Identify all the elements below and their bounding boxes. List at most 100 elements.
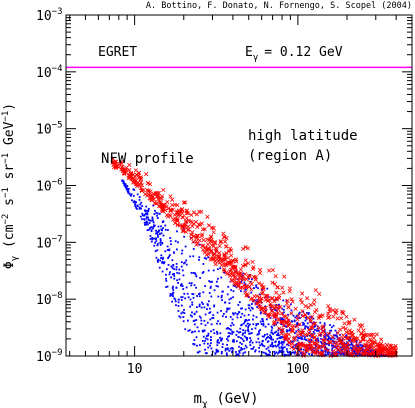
data-point-dot (197, 330, 200, 333)
data-point-dot (252, 318, 254, 321)
data-point-dot (242, 332, 244, 335)
data-point-dot (280, 318, 283, 320)
data-point-cross (392, 350, 397, 355)
data-point-dot (261, 335, 264, 338)
data-point-dot (141, 205, 144, 207)
data-point-cross (341, 325, 346, 330)
data-point-dot (180, 284, 183, 287)
data-point-dot (279, 318, 282, 321)
data-point-dot (247, 325, 250, 327)
data-point-dot (228, 302, 231, 305)
data-point-dot (295, 344, 297, 347)
data-point-dot (173, 297, 176, 300)
data-point-cross (190, 224, 195, 229)
data-point-dot (274, 352, 276, 355)
data-point-dot (204, 324, 207, 327)
data-point-cross (332, 343, 337, 349)
data-point-dot (198, 293, 200, 296)
data-point-dot (127, 188, 130, 190)
data-point-dot (331, 347, 334, 350)
data-point-cross (303, 343, 308, 348)
data-point-cross (379, 337, 384, 342)
data-point-dot (134, 205, 137, 208)
data-point-dot (250, 348, 253, 350)
data-point-cross (339, 316, 344, 321)
data-point-dot (176, 279, 178, 282)
data-point-dot (328, 337, 331, 340)
data-point-dot (251, 278, 253, 281)
data-point-dot (308, 340, 311, 343)
data-point-cross (196, 222, 201, 227)
data-point-dot (266, 333, 269, 336)
data-point-dot (232, 284, 235, 287)
data-point-dot (227, 327, 229, 329)
data-point-dot (156, 212, 159, 215)
data-point-cross (160, 207, 165, 212)
data-point-dot (280, 340, 283, 343)
data-point-dot (302, 348, 305, 351)
data-point-dot (156, 244, 159, 247)
data-point-cross (184, 215, 189, 221)
data-point-cross (315, 342, 320, 347)
data-point-cross (194, 242, 199, 247)
data-point-dot (169, 236, 172, 239)
data-point-dot (324, 345, 327, 348)
data-point-cross (205, 242, 210, 247)
data-point-dot (361, 344, 364, 347)
data-point-dot (204, 340, 207, 342)
data-point-dot (145, 205, 148, 208)
data-point-dot (272, 344, 275, 347)
data-point-cross (251, 274, 256, 279)
data-point-dot (239, 327, 242, 330)
data-point-dot (219, 332, 222, 335)
data-point-cross (352, 317, 357, 322)
energy-label-value: = 0.12 GeV (264, 45, 342, 60)
data-point-dot (204, 352, 207, 354)
data-point-cross (338, 350, 343, 355)
data-point-dot (227, 332, 230, 334)
data-point-cross (303, 312, 308, 318)
data-point-dot (153, 224, 156, 227)
data-point-dot (185, 286, 188, 289)
data-point-dot (207, 304, 209, 307)
data-point-cross (310, 314, 315, 319)
data-point-dot (209, 318, 212, 321)
data-point-dot (209, 287, 212, 289)
data-point-dot (225, 352, 228, 355)
data-point-cross (265, 298, 270, 303)
data-point-dot (182, 316, 185, 318)
data-point-dot (231, 330, 234, 333)
red-cross-series (110, 156, 399, 359)
data-point-dot (147, 228, 150, 231)
data-point-cross (272, 281, 277, 286)
data-point-dot (176, 230, 178, 233)
data-point-dot (264, 312, 267, 315)
data-point-cross (205, 214, 210, 219)
data-point-dot (324, 353, 327, 356)
data-point-dot (169, 292, 172, 295)
data-point-dot (317, 340, 320, 343)
data-point-dot (215, 280, 218, 283)
data-point-cross (312, 346, 317, 351)
data-point-dot (297, 328, 300, 331)
data-point-dot (269, 334, 271, 337)
data-point-dot (194, 330, 196, 333)
data-point-dot (201, 301, 203, 304)
data-point-dot (175, 286, 178, 289)
data-point-dot (278, 346, 281, 349)
data-point-dot (239, 331, 242, 334)
data-point-cross (200, 243, 205, 249)
data-point-dot (206, 303, 209, 306)
x-tick-label: 10 (127, 362, 143, 377)
data-point-dot (232, 296, 234, 299)
data-point-dot (286, 329, 288, 332)
data-point-dot (212, 328, 215, 331)
data-point-dot (182, 274, 185, 277)
data-point-dot (330, 352, 333, 355)
data-point-cross (238, 267, 244, 272)
data-point-cross (114, 161, 119, 166)
data-point-dot (155, 232, 157, 235)
energy-label-subscript: γ (253, 53, 258, 63)
data-point-dot (174, 240, 177, 243)
data-point-dot (173, 251, 175, 254)
